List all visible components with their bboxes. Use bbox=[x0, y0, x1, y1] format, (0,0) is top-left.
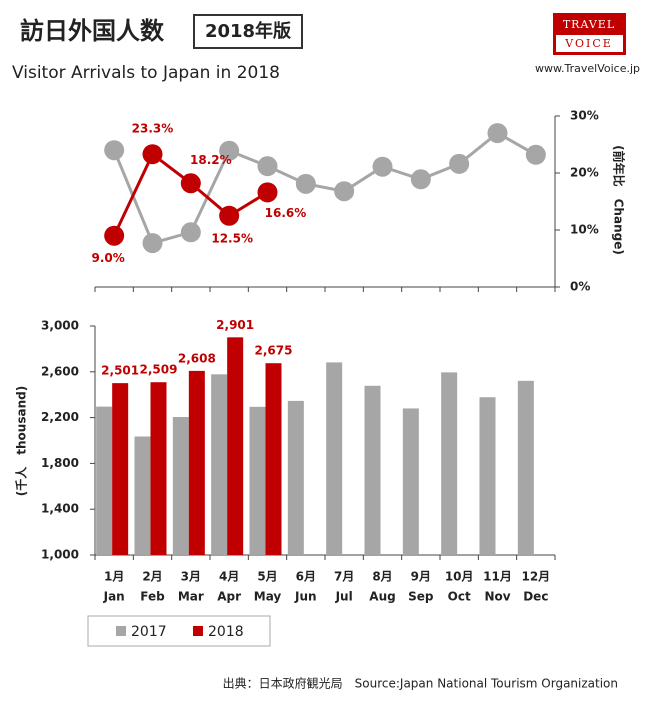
y-tick-label: 1,800 bbox=[41, 456, 79, 470]
data-label: 2,608 bbox=[178, 351, 216, 365]
x-tick-label: 6月 bbox=[296, 570, 316, 584]
x-tick-label: Jan bbox=[103, 590, 125, 604]
x-tick-label: 10月 bbox=[445, 570, 474, 584]
legend-swatch bbox=[193, 626, 203, 636]
point bbox=[142, 233, 163, 254]
x-tick-label: 5月 bbox=[257, 570, 277, 584]
x-tick-label: May bbox=[254, 590, 282, 604]
point bbox=[295, 173, 316, 194]
legend-swatch bbox=[116, 626, 126, 636]
data-label: 2,901 bbox=[216, 318, 254, 332]
bar bbox=[265, 363, 282, 555]
x-tick-label: Mar bbox=[178, 590, 204, 604]
y-tick-label: 3,000 bbox=[41, 319, 79, 333]
url: www.TravelVoice.jp bbox=[535, 62, 640, 75]
data-label: 18.2% bbox=[190, 153, 232, 167]
x-tick-label: Dec bbox=[523, 590, 548, 604]
bar bbox=[441, 372, 458, 555]
bar bbox=[227, 337, 244, 555]
point bbox=[525, 144, 546, 165]
point bbox=[334, 181, 355, 202]
data-label: 12.5% bbox=[211, 231, 253, 245]
data-label: 9.0% bbox=[92, 251, 125, 265]
logo-bottom: VOICE bbox=[564, 37, 613, 50]
logo-inner bbox=[556, 35, 623, 52]
data-label: 16.6% bbox=[265, 206, 307, 220]
bar bbox=[150, 382, 167, 555]
y-tick-label: 1,000 bbox=[41, 548, 79, 562]
x-tick-label: Apr bbox=[217, 590, 241, 604]
bar bbox=[112, 383, 129, 555]
x-tick-label: 11月 bbox=[483, 570, 512, 584]
x-tick-label: 1月 bbox=[104, 570, 124, 584]
point bbox=[180, 222, 201, 243]
source: 出典：日本政府観光局 Source:Japan National Tourism… bbox=[223, 676, 618, 691]
point bbox=[257, 182, 278, 203]
x-tick-label: Jul bbox=[335, 590, 353, 604]
legend-box bbox=[87, 615, 271, 647]
y-tick-label: 10% bbox=[570, 223, 599, 237]
bar bbox=[326, 362, 343, 555]
point bbox=[142, 144, 163, 165]
x-tick-label: 7月 bbox=[334, 570, 354, 584]
subtitle: Visitor Arrivals to Japan in 2018 bbox=[12, 63, 280, 83]
data-label: 2,675 bbox=[255, 344, 293, 358]
point bbox=[104, 225, 125, 246]
data-label: 2,501 bbox=[101, 364, 139, 378]
y-axis-title: (千人 thousand) bbox=[14, 386, 29, 496]
y-tick-label: 2,600 bbox=[41, 364, 79, 378]
point bbox=[257, 156, 278, 177]
x-tick-label: 9月 bbox=[411, 570, 431, 584]
legend-label: 2018 bbox=[208, 624, 244, 640]
bar bbox=[402, 408, 419, 555]
x-tick-label: Aug bbox=[369, 590, 395, 604]
page-title: 訪日外国人数 bbox=[20, 17, 165, 45]
x-tick-label: Jun bbox=[294, 590, 317, 604]
y-tick-label: 20% bbox=[570, 166, 599, 180]
point bbox=[104, 140, 125, 161]
legend-label: 2017 bbox=[131, 624, 167, 640]
x-tick-label: Sep bbox=[408, 590, 434, 604]
x-tick-label: 8月 bbox=[372, 570, 392, 584]
point bbox=[219, 140, 240, 161]
bar bbox=[96, 406, 113, 555]
x-tick-label: 12月 bbox=[521, 570, 550, 584]
bar bbox=[287, 400, 304, 555]
y-tick-label: 30% bbox=[570, 109, 599, 123]
y-tick-label: 1,400 bbox=[41, 502, 79, 516]
bar bbox=[211, 374, 228, 555]
point bbox=[487, 123, 508, 144]
point bbox=[410, 169, 431, 190]
y-axis-title: (前年比 Change) bbox=[612, 145, 627, 255]
x-tick-label: 3月 bbox=[181, 570, 201, 584]
logo-top: TRAVEL bbox=[563, 18, 615, 31]
x-tick-label: Feb bbox=[140, 590, 165, 604]
data-label: 23.3% bbox=[132, 122, 174, 136]
badge: 2018年版 bbox=[205, 20, 291, 42]
badge-box bbox=[193, 14, 303, 49]
bar bbox=[134, 436, 151, 555]
x-tick-label: Nov bbox=[484, 590, 510, 604]
bar bbox=[517, 380, 534, 555]
bar bbox=[364, 385, 381, 555]
point bbox=[372, 156, 393, 177]
bar bbox=[249, 406, 266, 555]
line bbox=[112, 131, 537, 245]
point bbox=[219, 205, 240, 226]
x-tick-label: Oct bbox=[448, 590, 471, 604]
data-label: 2,509 bbox=[140, 363, 178, 377]
bar bbox=[188, 370, 205, 555]
x-tick-label: 4月 bbox=[219, 570, 239, 584]
y-tick-label: 2,200 bbox=[41, 410, 79, 424]
y-tick-label: 0% bbox=[570, 280, 590, 294]
x-tick-label: 2月 bbox=[142, 570, 162, 584]
bar bbox=[172, 417, 189, 555]
bar bbox=[479, 397, 496, 555]
point bbox=[449, 153, 470, 174]
point bbox=[180, 173, 201, 194]
